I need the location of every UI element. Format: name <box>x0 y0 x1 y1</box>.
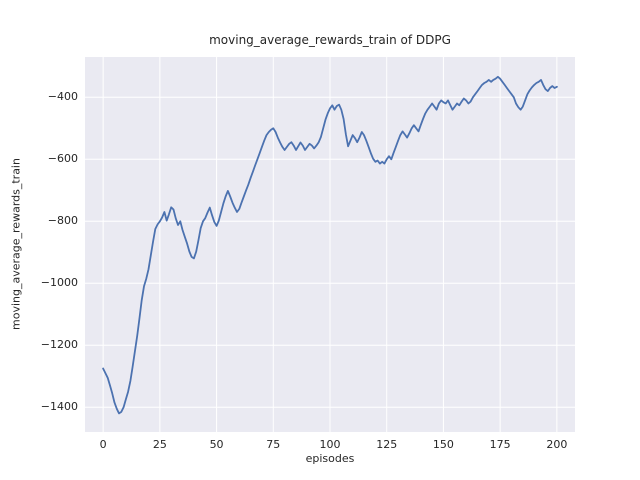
y-tick-label: −1200 <box>40 338 78 352</box>
x-tick-label: 25 <box>152 438 167 451</box>
y-tick-label: −600 <box>47 152 78 166</box>
y-tick-label: −1000 <box>40 276 78 290</box>
y-tick-label: −800 <box>47 214 78 228</box>
x-axis-label: episodes <box>305 452 355 465</box>
chart-title: moving_average_rewards_train of DDPG <box>209 33 451 47</box>
x-tick-label: 175 <box>489 438 511 451</box>
x-tick-label: 125 <box>376 438 398 451</box>
y-tick-label: −1400 <box>40 400 78 414</box>
y-tick-label: −400 <box>47 90 78 104</box>
x-tick-label: 100 <box>319 438 341 451</box>
x-tick-label: 0 <box>99 438 107 451</box>
x-tick-label: 75 <box>266 438 281 451</box>
x-tick-label: 50 <box>209 438 224 451</box>
series-line <box>102 75 558 415</box>
x-tick-label: 150 <box>432 438 454 451</box>
y-tick-labels: −400 −600 −800 −1000 −1200 −1400 <box>0 57 78 432</box>
plot-area <box>85 57 575 432</box>
chart-svg <box>85 57 575 432</box>
x-tick-labels: 0 25 50 75 100 125 150 175 200 <box>85 438 575 452</box>
x-tick-label: 200 <box>546 438 568 451</box>
